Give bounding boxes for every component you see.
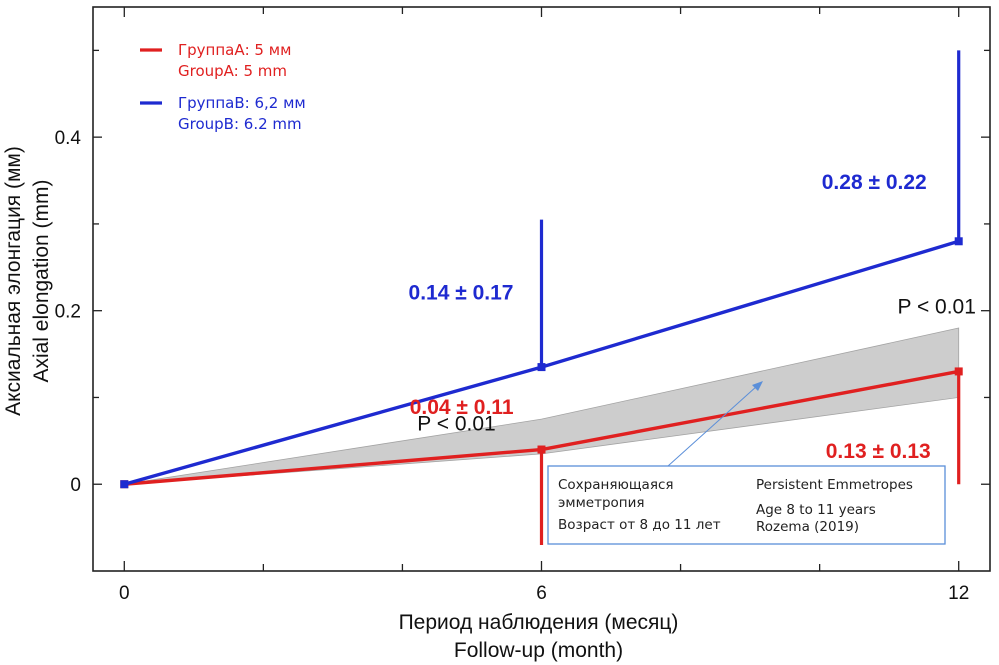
note-right-line: Persistent Emmetropes (756, 477, 913, 493)
data-point (954, 367, 963, 376)
note-box (547, 465, 946, 545)
x-tick-label: 0 (119, 583, 130, 604)
data-point (954, 237, 963, 246)
legend-label: ГруппаА: 5 мм (178, 41, 291, 59)
point-label: 0.13 ± 0.13 (826, 440, 931, 463)
y-tick-label: 0.4 (55, 128, 82, 149)
y-axis-title: Axial elongation (mm) (30, 179, 53, 382)
note-left-line: эмметропия (558, 495, 645, 511)
x-tick-label: 12 (948, 583, 969, 604)
note-right-line: Rozema (2019) (756, 519, 859, 535)
point-label: 0.04 ± 0.11 (410, 396, 514, 419)
y-tick-label: 0 (70, 475, 81, 496)
legend-label: ГруппаВ: 6,2 мм (178, 94, 306, 112)
p-value-label: P < 0.01 (897, 295, 975, 318)
note-arrow (667, 385, 758, 467)
data-point (120, 480, 129, 489)
note-left-line: Возраст от 8 до 11 лет (558, 517, 721, 533)
point-label: 0.14 ± 0.17 (409, 281, 514, 304)
y-tick-label: 0.2 (55, 302, 81, 323)
p-value-label: P < 0.01 (417, 412, 495, 435)
y-axis-title: Аксиальная элонгация (мм) (2, 146, 25, 416)
data-point (537, 363, 546, 372)
legend-label: GroupA: 5 mm (178, 62, 287, 80)
x-axis-title: Follow-up (month) (454, 639, 623, 662)
point-label: 0.28 ± 0.22 (822, 171, 927, 194)
note-right-line: Age 8 to 11 years (756, 502, 876, 518)
x-tick-label: 6 (536, 583, 547, 604)
x-axis-title: Период наблюдения (месяц) (399, 611, 679, 634)
data-point (537, 445, 546, 454)
note-left-line: Сохраняющаяся (558, 477, 673, 493)
legend-label: GroupB: 6.2 mm (178, 115, 302, 133)
note-arrow-head (752, 381, 763, 391)
